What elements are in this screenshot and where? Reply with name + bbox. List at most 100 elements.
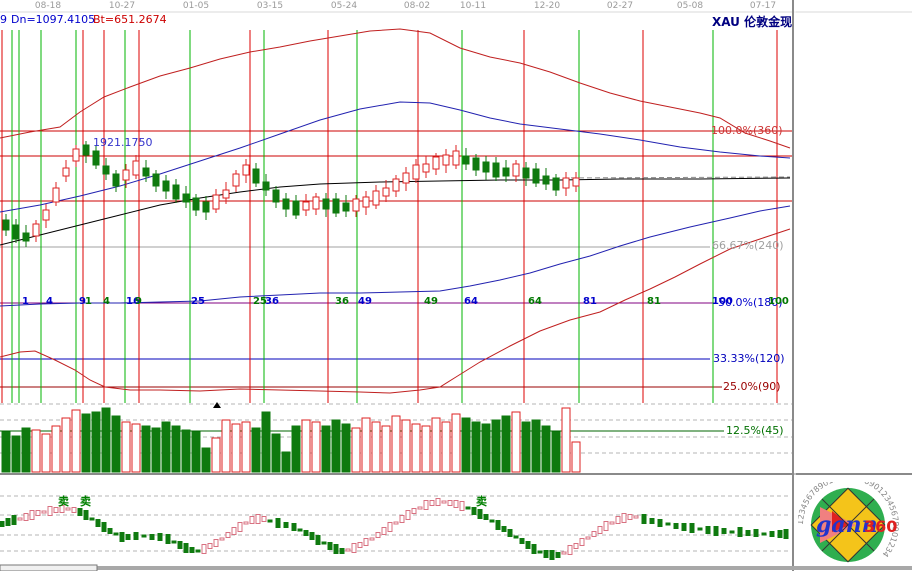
candle-body <box>522 167 530 179</box>
indicator-mark-buy <box>171 540 177 544</box>
volume-bar <box>531 419 541 473</box>
indicator-mark-sell <box>17 517 23 521</box>
indicator-mark-buy <box>689 523 695 533</box>
indicator-mark-buy <box>195 549 201 553</box>
indicator-mark-sell <box>201 544 207 554</box>
volume-bar <box>291 425 301 473</box>
indicator-mark-sell <box>597 526 603 534</box>
indicator-mark-sell <box>417 506 423 510</box>
logo-text-gann: gann <box>816 512 878 538</box>
indicator-mark-sell <box>441 500 447 504</box>
indicator-mark-sell <box>591 531 597 537</box>
indicator-mark-sell <box>447 500 453 506</box>
candle-body <box>462 155 470 165</box>
indicator-mark-buy <box>489 519 495 523</box>
indicator-mark-sell <box>219 537 225 541</box>
candle-body <box>42 209 50 221</box>
candle-body <box>432 156 440 170</box>
volume-bar <box>351 427 361 473</box>
scrollbar-track <box>0 566 912 570</box>
candle-body <box>52 187 60 203</box>
indicator-mark-buy <box>531 544 537 554</box>
indicator-mark-buy <box>291 523 297 531</box>
candle-body <box>212 194 220 210</box>
indicator-mark-buy <box>761 532 767 536</box>
volume-bar <box>441 421 451 473</box>
indicator-mark-sell <box>621 513 627 523</box>
volume-bar <box>461 417 471 473</box>
volume-bar <box>251 427 261 473</box>
candle-body <box>422 163 430 173</box>
candle-body <box>132 160 140 176</box>
indicator-mark-buy <box>753 529 759 537</box>
volume-bar <box>431 417 441 473</box>
indicator-mark-sell <box>381 527 387 535</box>
indicator-mark-buy <box>769 531 775 537</box>
candle-body <box>302 201 310 211</box>
candle-body <box>282 198 290 210</box>
indicator-mark-buy <box>525 541 531 549</box>
volume-bar <box>381 425 391 473</box>
candle-body <box>392 178 400 192</box>
indicator-mark-sell <box>65 507 71 511</box>
indicator-mark-buy <box>705 526 711 534</box>
indicator-mark-buy <box>113 532 119 536</box>
candle-body <box>532 168 540 184</box>
indicator-mark-sell <box>363 538 369 546</box>
candle-body <box>182 193 190 203</box>
indicator-mark-sell <box>71 507 77 513</box>
indicator-mark-sell <box>23 513 29 521</box>
indicator-mark-buy <box>321 541 327 545</box>
candle-body <box>242 164 250 176</box>
candle-body <box>62 167 70 177</box>
indicator-mark-buy <box>309 532 315 540</box>
indicator-mark-sell <box>357 542 363 548</box>
indicator-mark-sell <box>345 548 351 552</box>
indicator-mark-buy <box>89 517 95 521</box>
indicator-mark-sell <box>225 532 231 538</box>
volume-bar <box>411 423 421 473</box>
indicator-mark-buy <box>333 544 339 554</box>
indicator-mark-buy <box>737 527 743 537</box>
indicator-mark-buy <box>5 518 11 526</box>
volume-bar <box>1 431 11 473</box>
volume-bar <box>521 421 531 473</box>
indicator-mark-sell <box>53 507 59 513</box>
candle-body <box>232 173 240 187</box>
indicator-mark-sell <box>615 516 621 524</box>
volume-bar <box>471 421 481 473</box>
indicator-mark-sell <box>393 521 399 525</box>
curve-upper-blue <box>0 101 791 213</box>
volume-bar <box>551 431 561 473</box>
indicator-mark-sell <box>213 539 219 547</box>
volume-bar <box>371 421 381 473</box>
volume-bar <box>31 429 41 473</box>
indicator-mark-buy <box>183 543 189 553</box>
candle-body <box>412 164 420 180</box>
indicator-mark-buy <box>0 521 5 527</box>
indicator-mark-sell <box>573 543 579 549</box>
volume-bar <box>451 413 461 473</box>
candle-body <box>572 177 580 187</box>
indicator-mark-sell <box>435 498 441 506</box>
volume-bar <box>391 415 401 473</box>
curve-lower-blue <box>0 205 791 307</box>
volume-bar <box>571 441 581 473</box>
indicator-mark-sell <box>237 522 243 532</box>
volume-bar <box>221 419 231 473</box>
marker-triangle <box>213 402 221 408</box>
indicator-mark-buy <box>777 530 783 538</box>
indicator-mark-sell <box>207 543 213 549</box>
volume-bar <box>561 407 571 473</box>
scrollbar-thumb[interactable] <box>0 564 98 571</box>
indicator-mark-sell <box>561 551 567 555</box>
gann360-logo: 1234567890123456789012345678901234 gann … <box>798 482 900 563</box>
indicator-mark-buy <box>11 515 17 525</box>
indicator-mark-buy <box>157 533 163 541</box>
indicator-mark-buy <box>713 526 719 536</box>
indicator-mark-buy <box>189 547 195 553</box>
candle-body <box>172 184 180 200</box>
indicator-mark-sell <box>35 510 41 516</box>
indicator-mark-buy <box>95 519 101 527</box>
